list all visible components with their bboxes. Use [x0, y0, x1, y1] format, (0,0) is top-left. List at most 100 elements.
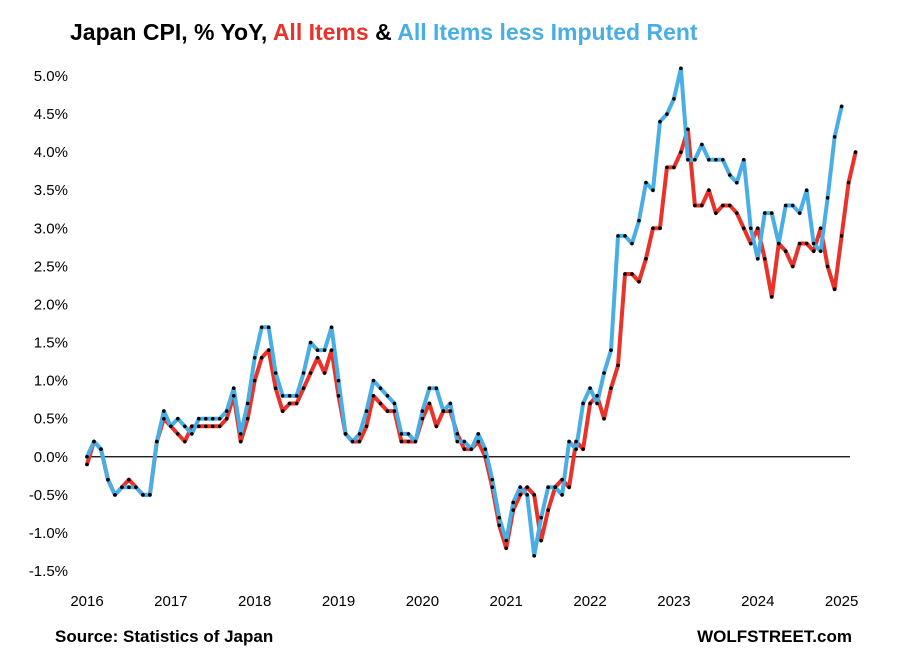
- data-point: [448, 401, 453, 406]
- data-point: [741, 157, 746, 162]
- data-point: [560, 493, 564, 497]
- data-point: [553, 485, 557, 490]
- x-tick-label: 2019: [322, 593, 355, 610]
- data-point: [378, 401, 383, 406]
- data-point: [176, 432, 180, 436]
- data-point: [755, 226, 760, 231]
- data-point: [392, 401, 397, 406]
- data-point: [113, 493, 117, 497]
- data-point: [679, 66, 683, 71]
- source-label: Source: Statistics of Japan: [55, 627, 273, 646]
- data-point: [567, 439, 571, 444]
- data-point: [811, 241, 816, 246]
- data-point: [231, 394, 236, 398]
- data-point: [252, 355, 257, 360]
- data-point: [818, 226, 823, 231]
- data-point: [755, 256, 760, 261]
- data-point: [336, 394, 341, 398]
- x-tick-label: 2021: [490, 593, 523, 610]
- y-tick-label: -1.0%: [29, 525, 68, 542]
- data-point: [769, 295, 774, 299]
- x-tick-label: 2024: [741, 593, 774, 610]
- data-point: [762, 256, 767, 261]
- data-point: [364, 409, 369, 413]
- data-point: [308, 371, 313, 375]
- data-point: [120, 485, 124, 490]
- data-point: [839, 104, 844, 109]
- data-point: [273, 371, 278, 375]
- data-point: [231, 386, 236, 391]
- data-point: [546, 485, 550, 490]
- data-point: [776, 241, 781, 246]
- y-tick-label: 4.0%: [34, 144, 68, 161]
- data-point: [616, 363, 620, 368]
- data-point: [357, 439, 362, 444]
- data-point: [560, 477, 564, 482]
- data-point: [741, 226, 746, 231]
- data-point: [588, 401, 592, 406]
- data-point: [707, 157, 711, 162]
- data-point: [455, 439, 460, 444]
- series-lines: [85, 66, 858, 558]
- data-point: [85, 454, 89, 459]
- data-point: [448, 409, 453, 413]
- data-point: [183, 424, 187, 429]
- data-point: [511, 508, 516, 512]
- data-point: [609, 348, 613, 352]
- data-point: [651, 188, 655, 193]
- x-axis: 2016 2017 2018 2019 2020 2021 2022 2023 2024 2025: [70, 593, 858, 610]
- data-point: [651, 226, 655, 231]
- data-point: [595, 394, 599, 398]
- data-point: [797, 241, 802, 246]
- y-tick-label: 2.5%: [34, 258, 68, 275]
- data-point: [672, 165, 676, 170]
- data-point: [266, 325, 271, 330]
- data-point: [210, 416, 215, 421]
- data-point: [406, 432, 411, 436]
- data-point: [245, 416, 250, 421]
- data-point: [148, 493, 152, 497]
- series-line-all-items: [85, 127, 858, 551]
- data-point: [99, 447, 103, 451]
- data-point: [127, 477, 131, 482]
- data-point: [672, 97, 676, 101]
- data-point: [238, 432, 243, 436]
- data-point: [539, 515, 543, 520]
- data-point: [490, 477, 495, 482]
- data-point: [588, 386, 592, 391]
- data-point: [574, 439, 578, 444]
- data-point: [406, 439, 411, 444]
- data-point: [259, 325, 264, 330]
- x-tick-label: 2022: [573, 593, 606, 610]
- data-point: [783, 203, 788, 208]
- data-point: [714, 157, 718, 162]
- y-tick-label: 1.5%: [34, 335, 68, 352]
- data-point: [141, 493, 145, 497]
- y-tick-label: -0.5%: [29, 487, 68, 504]
- data-point: [735, 180, 739, 185]
- data-point: [623, 272, 627, 276]
- y-tick-label: 0.0%: [34, 449, 68, 466]
- data-point: [224, 409, 229, 413]
- x-tick-label: 2018: [238, 593, 271, 610]
- data-point: [602, 416, 606, 421]
- data-point: [637, 218, 641, 223]
- y-tick-label: 1.0%: [34, 373, 68, 390]
- y-tick-label: -1.5%: [29, 563, 68, 580]
- data-point: [658, 226, 662, 231]
- data-point: [217, 416, 222, 421]
- title-part: Japan CPI, % YoY,: [70, 19, 273, 45]
- data-point: [427, 386, 432, 391]
- data-point: [469, 447, 474, 451]
- data-point: [301, 371, 306, 375]
- data-point: [707, 188, 711, 193]
- data-point: [85, 462, 89, 467]
- data-point: [210, 424, 215, 429]
- data-point: [127, 485, 131, 490]
- y-tick-label: 5.0%: [34, 68, 68, 85]
- data-point: [462, 447, 467, 451]
- data-point: [266, 348, 271, 352]
- data-point: [595, 401, 599, 406]
- data-point: [92, 439, 96, 444]
